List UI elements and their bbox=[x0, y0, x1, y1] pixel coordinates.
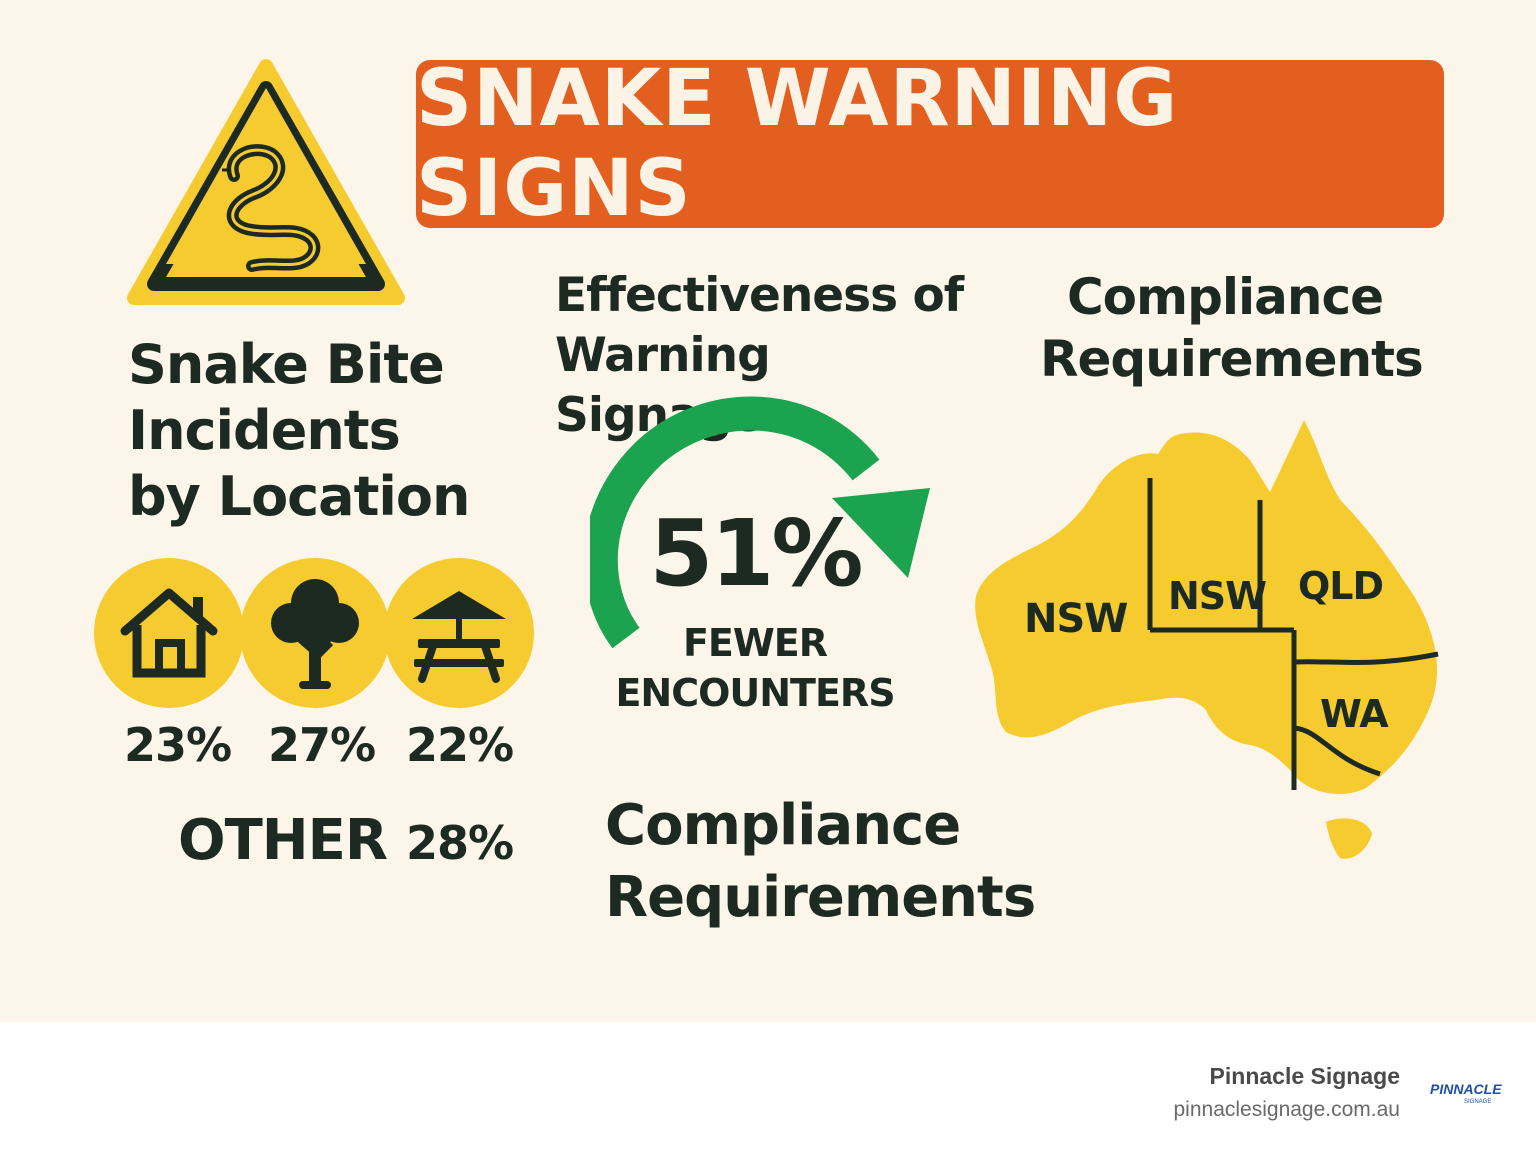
footer bbox=[0, 1022, 1536, 1154]
picnic-circle bbox=[384, 558, 534, 708]
other-label: OTHER bbox=[178, 808, 388, 873]
effectiveness-heading: Effectiveness of Warning Signage bbox=[555, 268, 964, 443]
tree-icon bbox=[271, 579, 359, 689]
map-label-wa: WA bbox=[1320, 692, 1389, 736]
park-percentage: 27% bbox=[268, 718, 376, 772]
effectiveness-caption: FEWER ENCOUNTERS bbox=[615, 621, 895, 715]
map-label-qld: QLD bbox=[1298, 564, 1384, 608]
compliance-heading-bottom: Compliance Requirements bbox=[605, 793, 1036, 930]
brand-url[interactable]: pinnaclesignage.com.au bbox=[1173, 1098, 1401, 1121]
map-label-nsw-central: NSW bbox=[1168, 574, 1267, 618]
australia-map bbox=[975, 420, 1439, 859]
picnic-percentage: 22% bbox=[406, 718, 514, 772]
compliance-heading-right: Compliance Requirements bbox=[1040, 268, 1424, 388]
home-percentage: 23% bbox=[124, 718, 232, 772]
other-percentage: 28% bbox=[406, 816, 514, 870]
pinnacle-logo-icon: PINNACLE SIGNAGE bbox=[1430, 1081, 1502, 1105]
page-title: SNAKE WARNING SIGNS bbox=[416, 54, 1179, 234]
snake-warning-triangle-icon bbox=[127, 59, 405, 305]
effectiveness-percentage: 51% bbox=[649, 500, 863, 607]
brand-name: Pinnacle Signage bbox=[1209, 1063, 1400, 1089]
picnic-table-icon bbox=[412, 591, 506, 683]
svg-text:SIGNAGE: SIGNAGE bbox=[1464, 1099, 1491, 1105]
title-banner: SNAKE WARNING SIGNS bbox=[416, 54, 1444, 234]
home-circle bbox=[94, 558, 244, 708]
house-icon bbox=[120, 588, 218, 678]
park-circle bbox=[240, 558, 390, 708]
infographic: SNAKE WARNING SIGNS Snake Bite Incidents… bbox=[94, 54, 1444, 930]
map-label-nsw-west: NSW bbox=[1024, 596, 1128, 642]
svg-text:PINNACLE: PINNACLE bbox=[1430, 1081, 1502, 1097]
incidents-heading: Snake Bite Incidents by Location bbox=[128, 333, 470, 528]
curved-arrow-icon bbox=[590, 396, 930, 649]
